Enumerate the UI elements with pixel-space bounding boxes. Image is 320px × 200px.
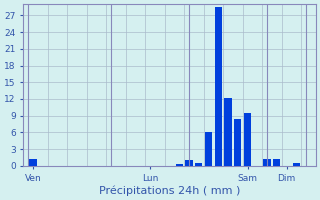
Bar — [263, 159, 271, 166]
Bar — [205, 132, 212, 166]
Bar — [29, 159, 37, 166]
Bar — [244, 113, 251, 166]
Bar — [185, 160, 193, 166]
Bar — [215, 7, 222, 166]
X-axis label: Précipitations 24h ( mm ): Précipitations 24h ( mm ) — [99, 185, 240, 196]
Bar — [273, 159, 281, 166]
Bar — [234, 119, 242, 166]
Bar — [224, 98, 232, 166]
Bar — [176, 164, 183, 166]
Bar — [293, 163, 300, 166]
Bar — [195, 163, 203, 166]
